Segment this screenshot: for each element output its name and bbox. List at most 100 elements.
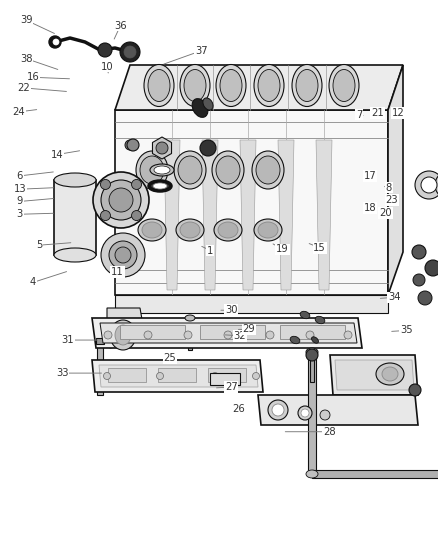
Polygon shape [202, 140, 218, 290]
Ellipse shape [315, 316, 325, 324]
Ellipse shape [110, 320, 136, 350]
Ellipse shape [54, 173, 96, 187]
Text: 28: 28 [323, 427, 336, 437]
Circle shape [421, 177, 437, 193]
Ellipse shape [150, 164, 174, 176]
Text: 32: 32 [234, 331, 246, 341]
Ellipse shape [153, 183, 167, 189]
Text: 10: 10 [101, 62, 113, 71]
Text: 33: 33 [56, 368, 68, 378]
Text: 13: 13 [14, 184, 26, 194]
Ellipse shape [311, 337, 318, 343]
Polygon shape [316, 140, 332, 290]
Circle shape [101, 180, 141, 220]
Text: 39: 39 [20, 15, 32, 25]
Circle shape [412, 245, 426, 259]
Ellipse shape [254, 219, 282, 241]
Text: 24: 24 [12, 107, 25, 117]
Text: 11: 11 [111, 267, 124, 277]
Bar [280, 325, 345, 339]
Bar [115, 110, 388, 295]
Circle shape [103, 373, 110, 379]
Text: 1: 1 [207, 246, 213, 255]
Polygon shape [92, 318, 362, 348]
Ellipse shape [296, 69, 318, 101]
Text: 5: 5 [36, 240, 42, 250]
Ellipse shape [258, 69, 280, 101]
Text: 18: 18 [364, 203, 376, 213]
Ellipse shape [148, 69, 170, 101]
Circle shape [200, 140, 216, 156]
Circle shape [184, 331, 192, 339]
Text: 21: 21 [371, 108, 384, 118]
Polygon shape [388, 65, 403, 295]
Bar [188, 318, 192, 350]
Text: 6: 6 [17, 171, 23, 181]
Circle shape [100, 211, 110, 221]
Circle shape [115, 247, 131, 263]
Circle shape [156, 142, 168, 154]
Circle shape [109, 188, 133, 212]
Bar [200, 325, 265, 339]
Text: 38: 38 [20, 54, 32, 63]
Bar [308, 352, 316, 472]
Text: 16: 16 [26, 72, 39, 82]
Circle shape [124, 46, 136, 58]
Circle shape [413, 274, 425, 286]
Text: 20: 20 [379, 208, 392, 218]
Ellipse shape [382, 367, 398, 381]
Circle shape [156, 373, 163, 379]
Ellipse shape [254, 64, 284, 107]
Bar [208, 368, 246, 382]
Text: 8: 8 [386, 183, 392, 192]
Circle shape [49, 36, 61, 48]
Ellipse shape [216, 156, 240, 184]
Text: 12: 12 [392, 108, 405, 118]
Circle shape [320, 410, 330, 420]
Ellipse shape [306, 470, 318, 478]
Ellipse shape [258, 222, 278, 238]
Circle shape [125, 140, 135, 150]
Circle shape [109, 241, 137, 269]
Text: 35: 35 [400, 326, 413, 335]
Circle shape [409, 384, 421, 396]
Ellipse shape [142, 222, 162, 238]
Ellipse shape [184, 69, 206, 101]
Ellipse shape [333, 69, 355, 101]
Bar [96, 338, 104, 344]
Circle shape [98, 43, 112, 57]
Ellipse shape [216, 64, 246, 107]
Circle shape [306, 349, 318, 361]
Text: 37: 37 [195, 46, 208, 55]
Ellipse shape [176, 219, 204, 241]
Polygon shape [240, 140, 256, 290]
Circle shape [131, 180, 141, 189]
Ellipse shape [220, 69, 242, 101]
Circle shape [272, 404, 284, 416]
Polygon shape [92, 360, 263, 392]
Circle shape [127, 139, 139, 151]
Circle shape [144, 331, 152, 339]
Text: 15: 15 [313, 243, 326, 253]
Ellipse shape [218, 222, 238, 238]
Circle shape [120, 42, 140, 62]
Ellipse shape [376, 363, 404, 385]
Text: 22: 22 [18, 83, 31, 93]
Circle shape [252, 373, 259, 379]
Bar [115, 295, 388, 313]
Bar [108, 368, 146, 382]
Text: 7: 7 [356, 110, 362, 119]
Circle shape [212, 373, 219, 379]
Circle shape [93, 172, 149, 228]
Circle shape [415, 171, 438, 199]
Text: 26: 26 [232, 405, 245, 414]
Ellipse shape [149, 181, 171, 191]
Ellipse shape [174, 151, 206, 189]
Polygon shape [258, 395, 418, 425]
Circle shape [306, 331, 314, 339]
Polygon shape [99, 365, 258, 387]
Text: 31: 31 [62, 335, 74, 345]
Bar [54, 180, 96, 255]
Circle shape [131, 211, 141, 221]
Polygon shape [152, 137, 172, 159]
